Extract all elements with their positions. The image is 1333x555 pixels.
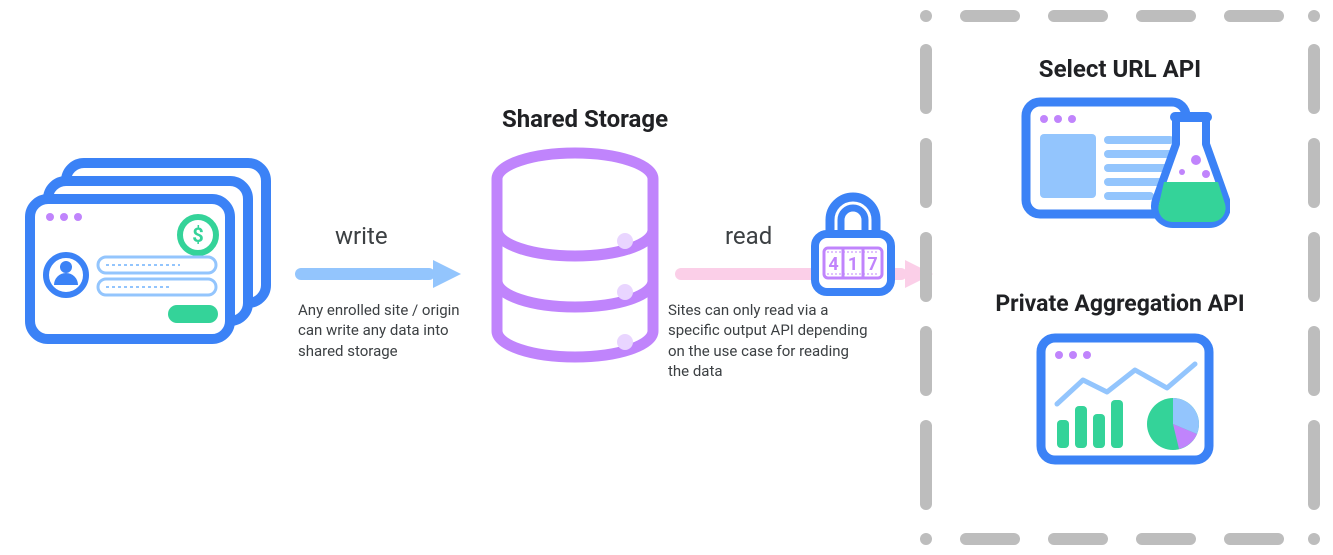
read-label: read bbox=[725, 222, 772, 250]
svg-text:1: 1 bbox=[848, 254, 858, 275]
svg-text:$: $ bbox=[192, 223, 203, 247]
read-desc: Sites can only read via a specific outpu… bbox=[668, 300, 873, 381]
storage-title: Shared Storage bbox=[485, 105, 685, 133]
lock-icon: 4 1 7 bbox=[808, 190, 898, 300]
api1-title: Select URL API bbox=[970, 55, 1270, 83]
api2-title: Private Aggregation API bbox=[960, 290, 1280, 317]
api1-icon bbox=[1020, 92, 1230, 232]
sites-icon: $ bbox=[20, 155, 280, 350]
write-arrow bbox=[295, 260, 463, 288]
api2-icon bbox=[1035, 330, 1215, 470]
svg-text:7: 7 bbox=[867, 254, 877, 275]
write-label: write bbox=[335, 222, 388, 250]
storage-icon bbox=[485, 145, 665, 365]
write-desc: Any enrolled site / origin can write any… bbox=[298, 300, 468, 361]
svg-text:4: 4 bbox=[828, 254, 838, 275]
